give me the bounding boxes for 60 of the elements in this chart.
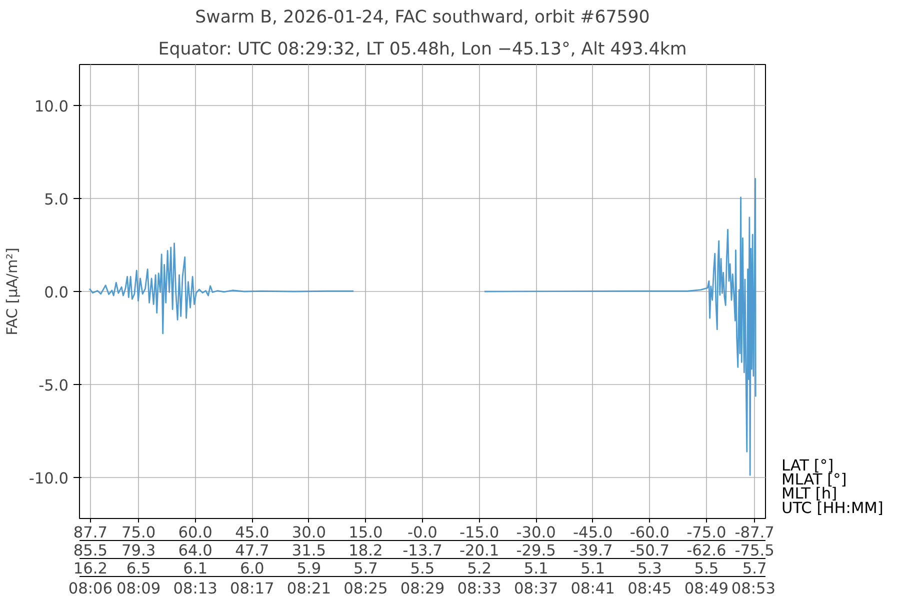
x-tick-label: -15.0 — [459, 524, 500, 542]
text: 5.1 — [580, 560, 606, 578]
text: 08:09 — [116, 580, 161, 598]
x-tick-label: 87.7 — [73, 524, 108, 542]
text: 08:37 — [514, 580, 558, 598]
text: 5.7 — [742, 560, 767, 578]
text: 31.5 — [292, 542, 326, 560]
x-tick-label: -75.0 — [686, 524, 726, 542]
text: 5.5 — [410, 560, 435, 578]
x-tick-label: -30.0 — [516, 524, 556, 542]
y-tick-label: 10.0 — [34, 97, 69, 116]
text: -39.7 — [573, 542, 613, 560]
text: 08:45 — [628, 580, 672, 598]
x-tick-label: 30.0 — [292, 524, 326, 542]
x-tick-label: -0.0 — [408, 524, 438, 542]
text: 08:06 — [68, 580, 113, 598]
text: 08:29 — [400, 580, 445, 598]
text: 08:33 — [457, 580, 502, 598]
text: -50.7 — [630, 542, 670, 560]
chart-title: Swarm B, 2026-01-24, FAC southward, orbit #67590 — [195, 8, 650, 28]
text: -13.7 — [402, 542, 442, 560]
text: -62.6 — [686, 542, 726, 560]
y-tick-label: 5.0 — [44, 190, 69, 208]
text: 5.5 — [694, 560, 719, 578]
x-tick-label: -60.0 — [630, 524, 670, 542]
text: 5.3 — [637, 560, 662, 578]
y-tick-label: -5.0 — [38, 376, 69, 395]
y-tick-label: -10.0 — [28, 470, 69, 488]
text: 79.3 — [121, 542, 156, 560]
text: -20.1 — [459, 542, 500, 560]
text: 64.0 — [178, 542, 212, 560]
text: 08:21 — [286, 580, 332, 598]
text: 08:53 — [731, 580, 776, 598]
text: 16.2 — [73, 560, 108, 578]
y-tick-label: 0.0 — [44, 284, 69, 302]
text: 08:25 — [344, 580, 388, 598]
text: 5.7 — [354, 560, 378, 578]
y-axis-title: FAC [μA/m²] — [4, 248, 21, 336]
x-tick-label: -45.0 — [573, 524, 613, 542]
text: -29.5 — [516, 542, 556, 560]
x-tick-label: 75.0 — [121, 524, 156, 542]
text: -75.5 — [734, 542, 774, 560]
text: 5.9 — [296, 560, 322, 578]
text: 6.1 — [183, 560, 208, 578]
text: 47.7 — [235, 542, 270, 560]
text: 5.1 — [524, 560, 548, 578]
text: 08:13 — [173, 580, 218, 598]
text: 6.0 — [240, 560, 264, 578]
text: 5.2 — [467, 560, 492, 578]
x-tick-label: 15.0 — [348, 524, 383, 542]
text: 85.5 — [73, 542, 108, 560]
x-tick-label: 60.0 — [178, 524, 212, 542]
text: 18.2 — [348, 542, 383, 560]
x-tick-label: 45.0 — [235, 524, 270, 542]
text: 08:41 — [570, 580, 615, 598]
text: 08:17 — [230, 580, 274, 598]
text: 08:49 — [684, 580, 729, 598]
x-tick-label: -87.7 — [734, 524, 774, 542]
chart-subtitle: Equator: UTC 08:29:32, LT 05.48h, Lon −45.13°, Alt 493.4km — [158, 40, 687, 60]
text: 6.5 — [126, 560, 151, 578]
